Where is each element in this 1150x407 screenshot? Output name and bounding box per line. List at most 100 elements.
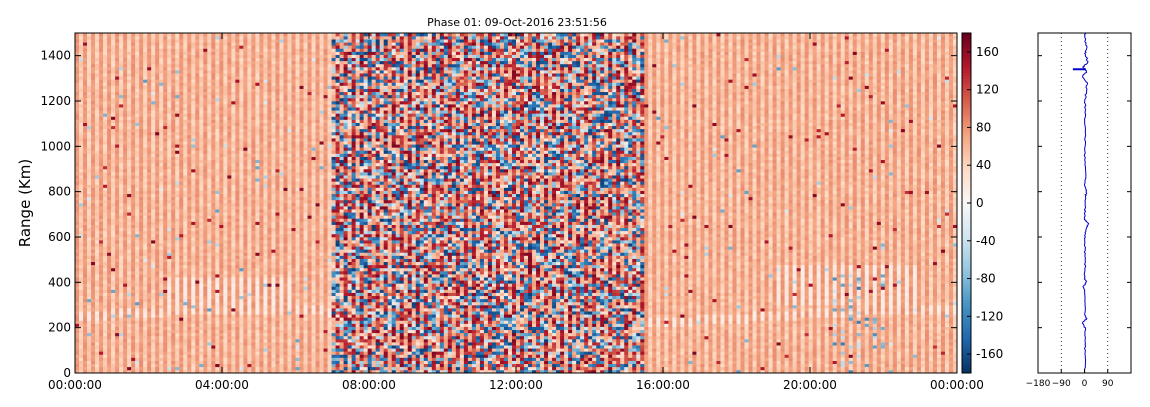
- heatmap-cell: [155, 193, 160, 198]
- heatmap-cell: [251, 94, 256, 99]
- heatmap-cell: [103, 255, 108, 259]
- heatmap-cell: [227, 97, 232, 102]
- heatmap-cell: [191, 301, 196, 306]
- heatmap-cell: [99, 122, 104, 127]
- heatmap-cell: [239, 308, 244, 312]
- heatmap-cell: [163, 45, 168, 49]
- heatmap-cell: [135, 97, 140, 102]
- heatmap-cell: [159, 305, 164, 309]
- heatmap-cell: [235, 252, 240, 256]
- heatmap-cell: [103, 209, 108, 213]
- heatmap-cell: [251, 172, 256, 176]
- heatmap-cell: [115, 76, 120, 80]
- heatmap-cell: [83, 39, 88, 43]
- heatmap-cell: [99, 243, 104, 247]
- heatmap-cell: [183, 184, 188, 188]
- heatmap-cell: [75, 169, 80, 173]
- heatmap-cell: [203, 298, 208, 303]
- heatmap-cell: [147, 264, 152, 269]
- heatmap-cell: [211, 261, 216, 266]
- heatmap-cell: [95, 289, 100, 293]
- heatmap-cell: [175, 342, 180, 346]
- heatmap-cell: [91, 366, 96, 371]
- heatmap-cell: [115, 314, 120, 318]
- heatmap-cell: [179, 60, 184, 65]
- heatmap-cell: [255, 366, 260, 371]
- heatmap-cell: [167, 196, 172, 201]
- heatmap-cell: [239, 224, 244, 229]
- heatmap-cell: [143, 144, 148, 148]
- heatmap-cell: [111, 199, 116, 204]
- heatmap-cell: [223, 122, 228, 127]
- heatmap-cell: [171, 156, 176, 161]
- heatmap-cell: [155, 348, 160, 352]
- heatmap-cell: [127, 289, 132, 293]
- heatmap-cell: [199, 308, 204, 312]
- heatmap-cell: [247, 138, 252, 142]
- heatmap-cell: [171, 82, 176, 86]
- heatmap-cell: [219, 264, 224, 269]
- heatmap-cell: [143, 116, 148, 120]
- heatmap-cell: [191, 39, 196, 43]
- heatmap-cell: [251, 317, 256, 321]
- heatmap-cell: [247, 113, 252, 117]
- heatmap-cell: [139, 144, 144, 148]
- heatmap-cell: [239, 218, 244, 222]
- heatmap-cell: [123, 258, 128, 263]
- heatmap-cell: [195, 150, 200, 154]
- heatmap-cell: [119, 224, 124, 229]
- heatmap-cell: [227, 91, 232, 96]
- heatmap-cell: [135, 348, 140, 352]
- heatmap-cell: [191, 351, 196, 355]
- heatmap-cell: [211, 60, 216, 65]
- heatmap-cell: [159, 162, 164, 167]
- heatmap-cell: [223, 193, 228, 198]
- heatmap-cell: [175, 215, 180, 219]
- heatmap-cell: [247, 144, 252, 148]
- heatmap-cell: [155, 335, 160, 340]
- heatmap-cell: [119, 70, 124, 74]
- heatmap-cell: [127, 351, 132, 355]
- heatmap-cell: [115, 233, 120, 238]
- heatmap-cell: [95, 67, 100, 71]
- heatmap-cell: [111, 48, 116, 52]
- heatmap-cell: [231, 122, 236, 127]
- heatmap-cell: [243, 335, 248, 340]
- heatmap-cell: [227, 332, 232, 337]
- heatmap-cell: [179, 332, 184, 337]
- heatmap-cell: [227, 292, 232, 297]
- heatmap-cell: [195, 119, 200, 123]
- heatmap-cell: [83, 131, 88, 136]
- heatmap-cell: [219, 305, 224, 309]
- heatmap-cell: [139, 335, 144, 340]
- heatmap-cell: [111, 292, 116, 297]
- heatmap-cell: [195, 283, 200, 287]
- heatmap-cell: [139, 199, 144, 204]
- heatmap-cell: [171, 113, 176, 117]
- heatmap-cell: [83, 363, 88, 368]
- heatmap-cell: [95, 97, 100, 102]
- heatmap-cell: [103, 162, 108, 167]
- heatmap-cell: [175, 42, 180, 46]
- heatmap-cell: [147, 82, 152, 86]
- heatmap-cell: [83, 224, 88, 229]
- heatmap-cell: [123, 162, 128, 167]
- heatmap-cell: [75, 181, 80, 185]
- heatmap-cell: [167, 264, 172, 269]
- heatmap-cell: [87, 175, 92, 179]
- heatmap-cell: [223, 172, 228, 176]
- heatmap-cell: [195, 357, 200, 361]
- heatmap-cell: [235, 311, 240, 315]
- heatmap-cell: [179, 206, 184, 210]
- heatmap-cell: [163, 101, 168, 105]
- heatmap-cell: [127, 147, 132, 151]
- heatmap-cell: [127, 264, 132, 269]
- heatmap-cell: [255, 320, 260, 324]
- heatmap-cell: [115, 224, 120, 229]
- heatmap-cell: [115, 162, 120, 167]
- heatmap-cell: [91, 363, 96, 368]
- heatmap-cell: [111, 60, 116, 65]
- heatmap-cell: [175, 196, 180, 201]
- heatmap-cell: [183, 169, 188, 173]
- heatmap-cell: [131, 215, 136, 219]
